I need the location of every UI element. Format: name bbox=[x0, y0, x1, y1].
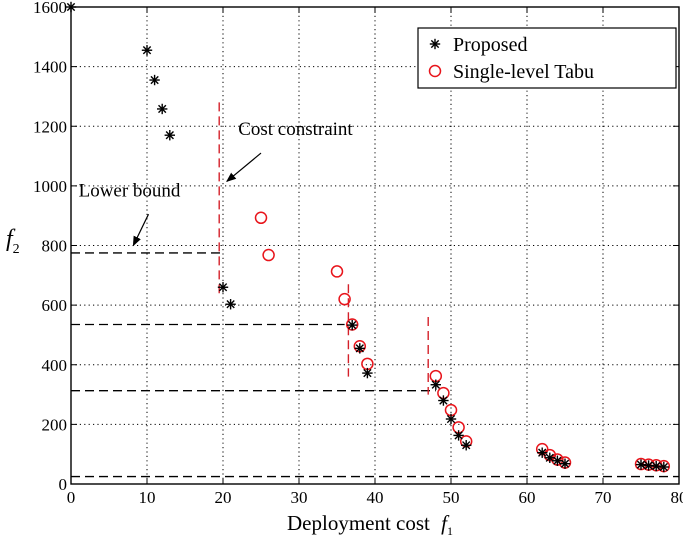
proposed-point bbox=[149, 74, 160, 86]
asterisk-stroke bbox=[165, 131, 174, 140]
series-proposed bbox=[65, 1, 669, 473]
y-tick-label: 200 bbox=[42, 415, 68, 434]
y-tick-label: 0 bbox=[59, 475, 68, 494]
tabu-point bbox=[330, 265, 344, 278]
tabu-point bbox=[338, 292, 351, 306]
data-series bbox=[65, 1, 671, 473]
x-tick-label: 70 bbox=[595, 488, 612, 507]
proposed-point bbox=[658, 461, 669, 473]
asterisk-stroke bbox=[150, 75, 159, 85]
y-tick-label: 1600 bbox=[33, 0, 67, 17]
asterisk-stroke bbox=[659, 462, 668, 472]
x-tick-label: 0 bbox=[67, 488, 76, 507]
asterisk-stroke bbox=[545, 453, 554, 462]
asterisk-stroke bbox=[363, 368, 372, 378]
asterisk-stroke bbox=[538, 448, 547, 457]
asterisk-stroke bbox=[142, 46, 152, 55]
x-tick-label: 60 bbox=[519, 488, 536, 507]
proposed-point bbox=[559, 458, 571, 469]
axis-ticks: 0102030405060708002004006008001000120014… bbox=[33, 0, 683, 507]
annotation-arrow bbox=[226, 152, 262, 183]
x-axis-label: Deployment cost f1 bbox=[287, 511, 453, 538]
asterisk-stroke bbox=[454, 431, 463, 440]
asterisk-stroke bbox=[218, 283, 228, 292]
asterisk-stroke bbox=[446, 414, 456, 424]
proposed-point bbox=[354, 343, 365, 354]
x-tick-label: 40 bbox=[367, 488, 384, 507]
legend-box bbox=[417, 27, 677, 89]
annotation-arrow bbox=[132, 213, 150, 247]
proposed-point bbox=[164, 129, 175, 141]
proposed-point bbox=[438, 395, 449, 406]
asterisk-stroke bbox=[652, 461, 661, 471]
annotations: Cost constraint Lower bound bbox=[79, 119, 353, 247]
asterisk-stroke bbox=[431, 380, 440, 389]
asterisk-stroke bbox=[644, 461, 653, 470]
proposed-point bbox=[635, 459, 647, 470]
proposed-point bbox=[461, 440, 472, 451]
asterisk-stroke bbox=[355, 344, 364, 353]
asterisk-stroke bbox=[430, 39, 440, 49]
proposed-point bbox=[157, 103, 168, 115]
legend-label: Proposed bbox=[453, 34, 527, 56]
x-tick-label: 20 bbox=[215, 488, 232, 507]
x-tick-label: 10 bbox=[139, 488, 156, 507]
y-tick-label: 1400 bbox=[33, 58, 67, 77]
legend: Proposed Single-level Tabu bbox=[417, 27, 677, 89]
asterisk-stroke bbox=[462, 441, 471, 450]
grid bbox=[71, 7, 679, 484]
proposed-point bbox=[430, 379, 441, 390]
legend-label: Single-level Tabu bbox=[453, 61, 594, 83]
tabu-point bbox=[361, 357, 374, 371]
annotation-text: Lower bound bbox=[79, 180, 181, 201]
proposed-point bbox=[362, 367, 373, 379]
proposed-point bbox=[217, 282, 229, 293]
proposed-point bbox=[453, 430, 464, 441]
proposed-point bbox=[141, 45, 153, 56]
legend-marker-tabu bbox=[428, 64, 442, 78]
asterisk-stroke bbox=[553, 456, 562, 465]
reference-lines bbox=[71, 102, 679, 478]
asterisk-stroke bbox=[636, 460, 646, 469]
series-single-level-tabu bbox=[254, 211, 671, 473]
proposed-point bbox=[537, 447, 548, 458]
proposed-point bbox=[643, 460, 654, 471]
proposed-point bbox=[347, 319, 358, 331]
y-tick-label: 600 bbox=[42, 296, 68, 315]
x-tick-label: 30 bbox=[291, 488, 308, 507]
y-axis-label: f2 bbox=[6, 226, 20, 257]
tabu-point bbox=[262, 248, 275, 262]
x-tick-label: 80 bbox=[671, 488, 683, 507]
asterisk-stroke bbox=[226, 300, 235, 309]
x-tick-label: 50 bbox=[443, 488, 460, 507]
proposed-point bbox=[445, 413, 457, 425]
proposed-point bbox=[651, 460, 662, 472]
tabu-point bbox=[254, 211, 268, 225]
y-tick-label: 1200 bbox=[33, 117, 67, 136]
y-tick-label: 1000 bbox=[33, 177, 67, 196]
annotation-text: Cost constraint bbox=[238, 119, 353, 140]
asterisk-stroke bbox=[439, 396, 448, 405]
asterisk-stroke bbox=[158, 104, 167, 114]
asterisk-stroke bbox=[560, 459, 570, 468]
y-tick-label: 800 bbox=[42, 237, 68, 256]
legend-marker-proposed bbox=[429, 38, 441, 50]
proposed-point bbox=[225, 299, 236, 310]
asterisk-stroke bbox=[348, 320, 357, 330]
y-tick-label: 400 bbox=[42, 356, 68, 375]
